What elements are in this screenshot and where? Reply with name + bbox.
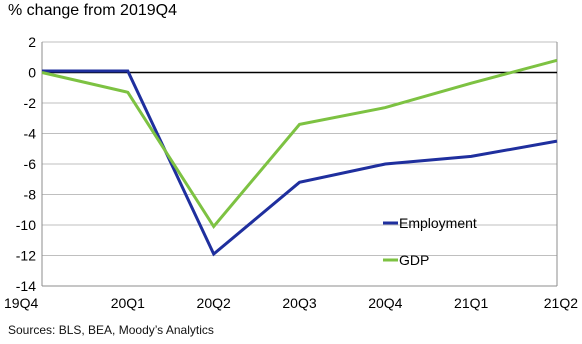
y-tick-label: 2 bbox=[28, 34, 36, 50]
series-lines bbox=[41, 58, 558, 257]
y-tick-label: 0 bbox=[28, 65, 36, 81]
x-tick-label: 21Q2 bbox=[544, 295, 578, 311]
x-tick-label: 20Q1 bbox=[111, 295, 145, 311]
x-tick-label: 20Q3 bbox=[282, 295, 316, 311]
y-axis-label: % change from 2019Q4 bbox=[8, 2, 177, 19]
y-tick-label: -4 bbox=[24, 126, 37, 142]
y-tick-label: -2 bbox=[24, 95, 37, 111]
x-tick-label: 20Q2 bbox=[197, 295, 231, 311]
legend-label: Employment bbox=[399, 215, 477, 231]
x-tick-labels: 19Q4 20Q1 20Q2 20Q3 20Q4 21Q1 21Q2 bbox=[4, 295, 578, 311]
y-tick-label: -12 bbox=[16, 248, 36, 264]
legend-label: GDP bbox=[399, 252, 429, 268]
y-tick-label: -8 bbox=[24, 187, 37, 203]
line-chart: 2 0 -2 -4 -6 -8 -10 -12 -14 19Q4 20Q1 20Q2 20Q3 20Q4… bbox=[4, 34, 578, 311]
y-tick-label: -14 bbox=[16, 278, 36, 294]
x-tick-label: 21Q1 bbox=[454, 295, 488, 311]
series-line-employment bbox=[42, 69, 558, 257]
legend: Employment GDP bbox=[383, 215, 477, 268]
source-note: Sources: BLS, BEA, Moody’s Analytics bbox=[8, 323, 214, 337]
x-tick-label: 20Q4 bbox=[368, 295, 402, 311]
y-tick-label: -10 bbox=[16, 217, 36, 233]
series-line-gdp bbox=[41, 58, 558, 230]
y-tick-label: -6 bbox=[24, 156, 37, 172]
grid-lines bbox=[42, 41, 557, 287]
y-tick-labels: 2 0 -2 -4 -6 -8 -10 -12 -14 bbox=[16, 34, 36, 294]
x-tick-label: 19Q4 bbox=[4, 295, 38, 311]
